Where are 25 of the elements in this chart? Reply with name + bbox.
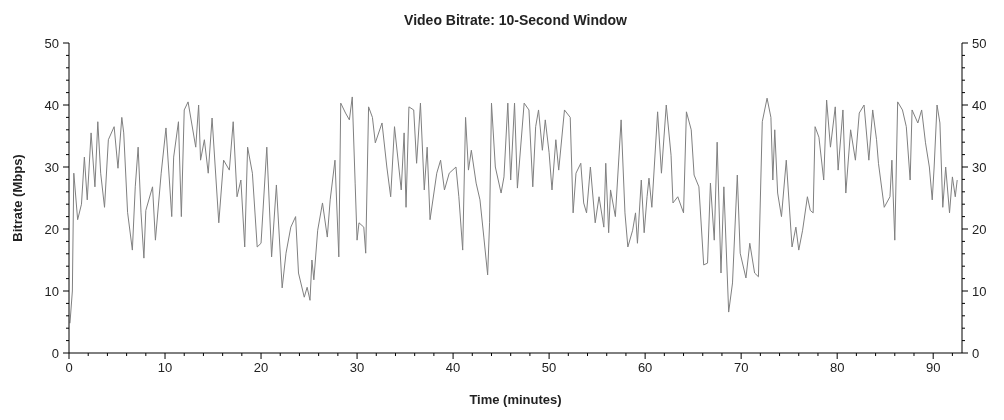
y2-tick-label: 40	[972, 97, 987, 113]
y2-tick-label: 10	[972, 283, 987, 299]
x-tick-label: 90	[925, 360, 941, 375]
x-tick-label: 40	[445, 360, 461, 375]
y2-tick-label: 0	[972, 345, 980, 361]
x-tick-label: 20	[253, 360, 269, 375]
chart-title: Video Bitrate: 10-Second Window	[404, 12, 628, 28]
y2-tick-label: 30	[972, 159, 987, 175]
y-axis-title: Bitrate (Mbps)	[10, 154, 25, 242]
x-tick-label: 60	[637, 360, 653, 375]
y2-tick-label: 20	[972, 221, 987, 237]
x-tick-label: 10	[157, 360, 173, 375]
x-tick-label: 80	[829, 360, 845, 375]
y-tick-label: 10	[44, 283, 59, 299]
y-tick-label: 30	[44, 159, 59, 175]
x-tick-label: 50	[541, 360, 557, 375]
y-tick-label: 0	[51, 345, 59, 361]
y2-tick-label: 50	[972, 35, 987, 51]
y-tick-label: 20	[44, 221, 59, 237]
y-tick-label: 50	[44, 35, 59, 51]
x-tick-label: 0	[65, 360, 73, 375]
x-axis-title: Time (minutes)	[469, 392, 562, 407]
x-tick-label: 70	[733, 360, 749, 375]
y-tick-label: 40	[44, 97, 59, 113]
x-tick-label: 30	[349, 360, 365, 375]
